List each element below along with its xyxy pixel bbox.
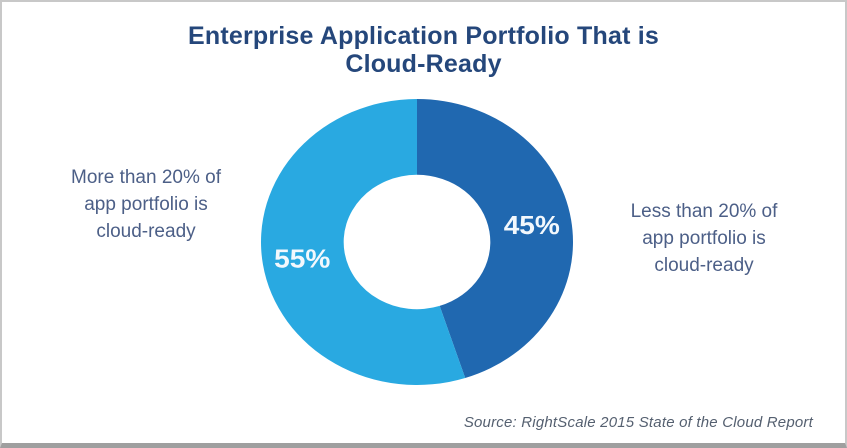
slice-value-label-1: 55% [274,244,330,273]
left-annotation-line-1: More than 20% of [71,167,221,188]
right-annotation-line-2: app portfolio is [642,228,766,249]
chart-title-line-1: Enterprise Application Portfolio That is [187,22,659,50]
left-annotation-line-3: cloud-ready [96,221,196,242]
left-slice-annotation: More than 20% of app portfolio is cloud-… [30,164,262,245]
slice-value-label-0: 45% [504,211,560,240]
right-annotation-line-1: Less than 20% of [630,201,778,222]
right-annotation-line-3: cloud-ready [654,255,754,276]
chart-title: Enterprise Application Portfolio That is… [2,22,845,78]
chart-title-line-2: Cloud-Ready [345,50,502,78]
left-annotation-line-2: app portfolio is [84,194,208,215]
donut-slice-0 [417,99,573,379]
donut-slice-1 [261,99,466,385]
right-slice-annotation: Less than 20% of app portfolio is cloud-… [588,198,820,279]
source-attribution: Source: RightScale 2015 State of the Clo… [463,414,813,431]
donut-chart-svg: 45% 55% [261,99,573,385]
